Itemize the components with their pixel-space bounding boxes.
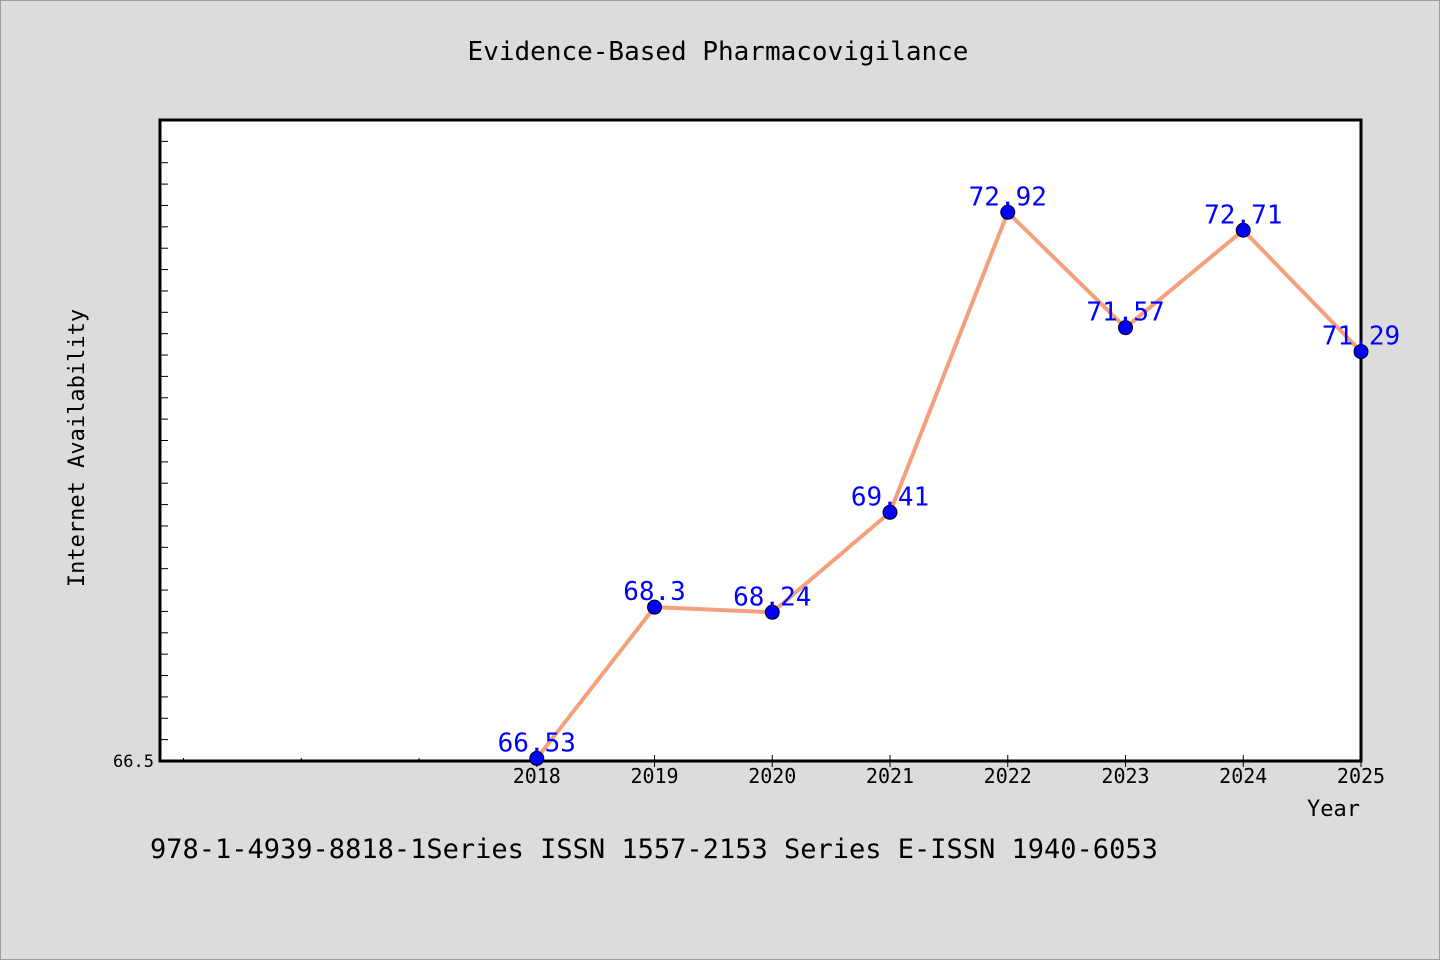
data-point bbox=[1353, 344, 1369, 360]
y-tick-label: 66.5 bbox=[113, 752, 154, 772]
x-tick-label: 2024 bbox=[1219, 764, 1267, 788]
x-tick-label: 2022 bbox=[984, 764, 1032, 788]
data-point bbox=[882, 504, 898, 520]
x-axis-title: Year bbox=[1307, 797, 1360, 822]
series-markers bbox=[529, 204, 1369, 766]
footnote: 978-1-4939-8818-1Series ISSN 1557-2153 S… bbox=[150, 834, 1158, 865]
series-line-group bbox=[535, 210, 1363, 760]
data-point bbox=[1118, 320, 1134, 336]
chart-title: Evidence-Based Pharmacovigilance bbox=[468, 37, 969, 67]
data-point bbox=[647, 599, 663, 615]
x-tick-label: 2018 bbox=[513, 764, 561, 788]
x-axis-ticks: 2018 2019 2020 2021 2022 2023 2024 2025 bbox=[183, 755, 1385, 788]
data-labels: 66.53 68.3 68.24 69.41 72.92 71.57 72.71 71.29 bbox=[498, 182, 1400, 758]
data-label: 68.3 bbox=[623, 577, 686, 607]
data-label: 71.29 bbox=[1322, 322, 1400, 352]
x-tick-label: 2019 bbox=[630, 764, 678, 788]
data-label: 66.53 bbox=[498, 728, 576, 758]
data-point bbox=[764, 604, 780, 620]
series-line bbox=[535, 210, 1363, 760]
y-axis-ticks bbox=[160, 140, 168, 762]
x-tick-label: 2021 bbox=[866, 764, 914, 788]
y-axis-title: Internet Availability bbox=[65, 309, 90, 587]
data-label: 72.92 bbox=[969, 182, 1047, 212]
data-label: 72.71 bbox=[1204, 200, 1282, 230]
plot-area bbox=[158, 118, 1363, 763]
data-label: 68.24 bbox=[733, 582, 811, 612]
data-label: 69.41 bbox=[851, 482, 929, 512]
data-label: 71.57 bbox=[1086, 298, 1164, 328]
data-point bbox=[1000, 204, 1016, 220]
x-tick-label: 2025 bbox=[1337, 764, 1385, 788]
data-point bbox=[529, 750, 545, 766]
x-tick-label: 2020 bbox=[748, 764, 796, 788]
x-tick-label: 2023 bbox=[1101, 764, 1149, 788]
data-point bbox=[1235, 222, 1251, 238]
